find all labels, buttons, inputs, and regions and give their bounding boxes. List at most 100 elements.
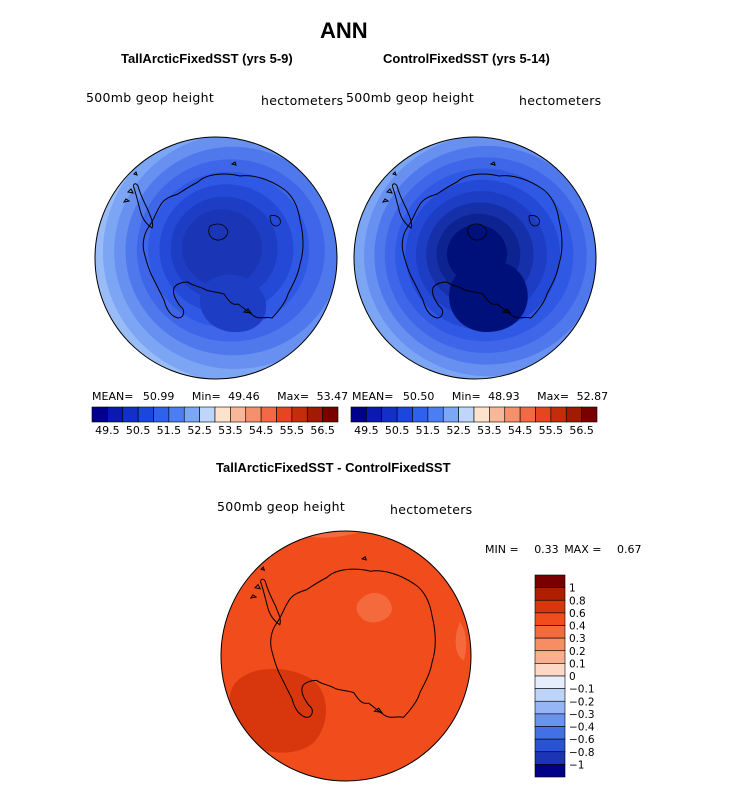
control-ice-shelf-east <box>528 215 540 227</box>
units-label-control: hectometers <box>519 93 602 108</box>
diff-colorbar-swatch-1 <box>534 587 566 601</box>
map-border-test <box>94 136 338 380</box>
colorbar-diff: 10.80.60.40.30.20.10−0.1−0.2−0.3−0.4−0.6… <box>534 574 595 778</box>
control-colorbar-swatch-15 <box>581 406 598 423</box>
test-coast-peninsula <box>133 183 153 229</box>
high-difference-region <box>229 668 326 753</box>
test-island-1 <box>122 198 131 203</box>
diff-colorbar-tick-label-9: −0.2 <box>569 696 595 708</box>
panel-title-test: TallArcticFixedSST (yrs 5-9) <box>121 51 293 66</box>
test-colorbar-tick-label-0: 49.5 <box>95 424 120 437</box>
test-island-3 <box>230 161 237 166</box>
max-value-control: 52.87 <box>576 390 609 403</box>
antarctica-coastline-diff <box>249 556 436 719</box>
diff-colorbar-tick-label-10: −0.3 <box>569 709 595 721</box>
units-label-diff: hectometers <box>390 502 473 517</box>
diff-colorbar-tick-label-13: −0.8 <box>569 747 595 759</box>
test-island-2 <box>133 171 138 176</box>
diff-colorbar-swatch-4 <box>534 625 566 639</box>
test-coast-main <box>142 173 304 319</box>
control-colorbar-swatch-9 <box>489 406 506 423</box>
map-border-control <box>353 136 597 380</box>
control-colorbar-tick-label-4: 51.5 <box>416 424 441 437</box>
diff-colorbar-swatch-8 <box>534 675 566 689</box>
variable-label-control: 500mb geop height <box>346 90 475 105</box>
control-colorbar-tick-label-14: 56.5 <box>569 424 594 437</box>
control-colorbar-tick-label-8: 53.5 <box>477 424 502 437</box>
diff-colorbar-swatch-12 <box>534 726 566 740</box>
control-colorbar-swatch-4 <box>412 406 429 423</box>
diff-colorbar-swatch-14 <box>534 751 566 765</box>
diff-colorbar-tick-label-7: 0 <box>569 671 576 683</box>
diff-colorbar-tick-label-14: −1 <box>569 759 584 771</box>
polar-map-control <box>353 136 597 380</box>
test-ice-shelf-east <box>269 215 281 227</box>
test-colorbar-swatch-2 <box>122 406 139 423</box>
control-island-4 <box>501 308 512 314</box>
colorbar-control: 49.5 50.5 51.5 52.5 53.5 54.5 55.5 56.5 <box>350 406 598 437</box>
test-colorbar-swatch-11 <box>260 406 277 423</box>
antarctica-coastline-control <box>381 161 563 319</box>
test-colorbar-swatch-1 <box>107 406 124 423</box>
test-colorbar-swatch-7 <box>199 406 216 423</box>
test-colorbar-swatch-12 <box>276 406 293 423</box>
low-difference-region-east <box>455 622 467 660</box>
mean-label-test: MEAN= <box>92 390 134 403</box>
diff-colorbar-tick-label-2: 0.6 <box>569 608 586 620</box>
diff-colorbar-swatch-2 <box>534 599 566 614</box>
test-colorbar-swatch-5 <box>168 406 185 423</box>
diff-island-0 <box>254 583 262 590</box>
figure-title: ANN <box>320 18 368 43</box>
control-colorbar-swatch-0 <box>350 406 367 423</box>
control-colorbar-swatch-14 <box>565 406 582 423</box>
control-colorbar-swatch-11 <box>519 406 536 423</box>
diff-colorbar-swatch-7 <box>534 663 566 677</box>
stats-diff: MIN = 0.33 MAX = 0.67 <box>485 543 641 556</box>
control-colorbar-swatch-12 <box>535 406 552 423</box>
test-colorbar-swatch-15 <box>322 406 339 423</box>
diff-colorbar-swatch-15 <box>534 764 566 778</box>
test-colorbar-swatch-8 <box>214 406 231 423</box>
control-colorbar-tick-label-12: 55.5 <box>539 424 564 437</box>
control-colorbar-tick-label-6: 52.5 <box>446 424 471 437</box>
diff-colorbar-tick-label-12: −0.6 <box>569 734 595 746</box>
mean-value-control: 50.50 <box>402 390 435 403</box>
min-label-control: Min= <box>451 390 481 403</box>
diff-colorbar-swatch-3 <box>534 612 566 626</box>
test-colorbar-tick-label-12: 55.5 <box>280 424 305 437</box>
control-colorbar-tick-label-2: 50.5 <box>385 424 410 437</box>
control-island-1 <box>381 198 390 203</box>
control-colorbar-tick-label-10: 54.5 <box>508 424 533 437</box>
diff-island-4 <box>373 707 383 713</box>
min-value-diff: 0.33 <box>534 543 559 556</box>
control-island-0 <box>385 188 393 194</box>
max-label-diff: MAX = <box>564 543 602 556</box>
control-colorbar-swatch-7 <box>458 406 475 423</box>
test-island-4 <box>242 308 253 314</box>
diff-island-2 <box>260 566 266 571</box>
units-label-test: hectometers <box>261 93 344 108</box>
variable-label-test: 500mb geop height <box>86 90 215 105</box>
control-colorbar-swatch-5 <box>427 406 444 423</box>
diff-colorbar-tick-label-6: 0.1 <box>569 658 586 670</box>
antarctica-coastline-test <box>122 161 304 319</box>
test-contour-10 <box>182 209 262 287</box>
control-island-3 <box>489 161 496 166</box>
diff-colorbar-tick-label-5: 0.2 <box>569 646 586 658</box>
diff-colorbar-tick-label-1: 0.8 <box>569 595 586 607</box>
test-colorbar-tick-label-6: 52.5 <box>187 424 212 437</box>
diff-colorbar-tick-label-0: 1 <box>569 583 576 595</box>
diff-colorbar-tick-label-8: −0.1 <box>569 684 595 696</box>
height-contours-test <box>95 137 337 379</box>
diff-colorbar-swatch-9 <box>534 688 566 702</box>
test-ice-shelf-west <box>208 223 229 241</box>
polar-map-test <box>94 136 338 380</box>
height-contours-control <box>354 137 596 379</box>
min-value-control: 48.93 <box>488 390 520 403</box>
test-colorbar-tick-label-2: 50.5 <box>126 424 151 437</box>
test-colorbar-tick-label-10: 54.5 <box>249 424 274 437</box>
diff-colorbar-swatch-13 <box>534 738 566 753</box>
max-value-diff: 0.67 <box>616 543 642 556</box>
control-coast-peninsula <box>392 183 412 229</box>
test-colorbar-swatch-13 <box>291 406 308 423</box>
